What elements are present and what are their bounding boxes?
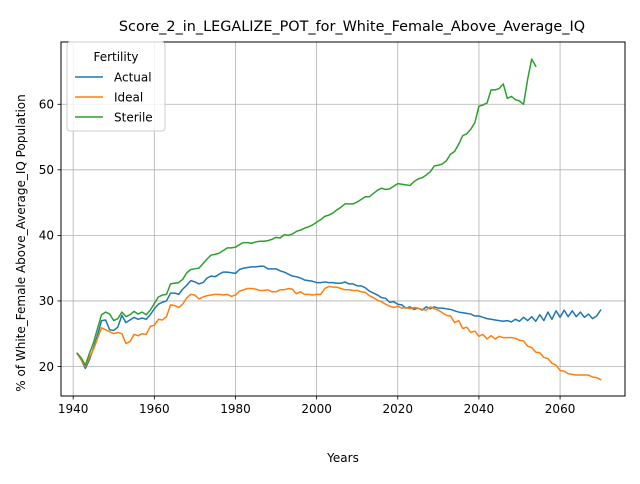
legend-item-actual: Actual bbox=[75, 70, 152, 84]
x-tick-label: 1940 bbox=[58, 402, 89, 416]
legend: Fertility Actual Ideal Sterile bbox=[66, 41, 166, 132]
legend-items: Actual Ideal Sterile bbox=[75, 70, 153, 124]
x-tick-label: 1960 bbox=[139, 402, 170, 416]
y-tick-label: 20 bbox=[39, 360, 54, 374]
plot-frame bbox=[60, 41, 626, 397]
legend-label-ideal: Ideal bbox=[114, 90, 143, 104]
x-tick-label: 2040 bbox=[464, 402, 495, 416]
legend-frame bbox=[66, 41, 166, 132]
legend-label-sterile: Sterile bbox=[114, 110, 153, 124]
axes bbox=[60, 41, 626, 397]
x-tick-label: 2000 bbox=[301, 402, 332, 416]
legend-label-actual: Actual bbox=[114, 70, 152, 84]
legend-item-ideal: Ideal bbox=[75, 90, 143, 104]
x-axis-ticks: 1940 1960 1980 2000 2020 2040 2060 bbox=[58, 396, 575, 416]
y-axis-ticks: 20 30 40 50 60 bbox=[39, 98, 61, 374]
series-line-actual bbox=[76, 265, 602, 370]
y-tick-label: 40 bbox=[39, 229, 54, 243]
y-axis-label: % of White_Female Above_Average_IQ Popul… bbox=[14, 94, 28, 391]
series-line-ideal bbox=[76, 285, 602, 381]
y-tick-label: 50 bbox=[39, 163, 54, 177]
legend-item-sterile: Sterile bbox=[75, 110, 153, 124]
y-tick-label: 30 bbox=[39, 294, 54, 308]
series-line-sterile bbox=[76, 58, 537, 366]
legend-title: Fertility bbox=[93, 50, 138, 64]
x-axis-label: Years bbox=[326, 451, 359, 465]
chart-title: Score_2_in_LEGALIZE_POT_for_White_Female… bbox=[119, 19, 585, 35]
series-lines bbox=[76, 58, 602, 381]
x-tick-label: 1980 bbox=[220, 402, 251, 416]
x-tick-label: 2020 bbox=[383, 402, 414, 416]
y-tick-label: 60 bbox=[39, 98, 54, 112]
x-tick-label: 2060 bbox=[545, 402, 576, 416]
